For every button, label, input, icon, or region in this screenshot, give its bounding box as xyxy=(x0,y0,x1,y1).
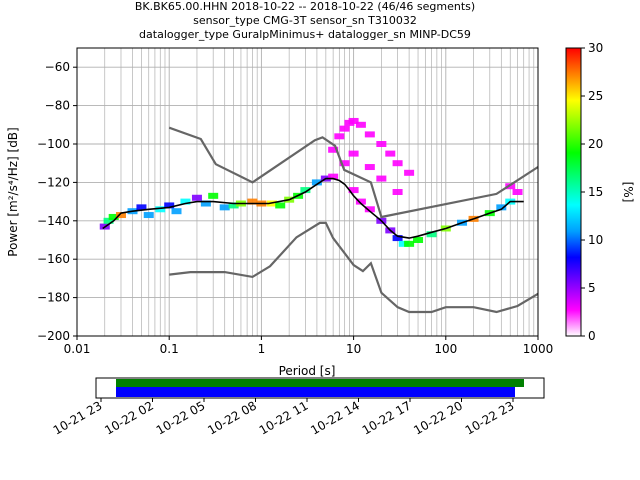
y-tick-label: −100 xyxy=(37,137,70,151)
y-axis-ticks: −60 −80 −100 −120 −140 −160 −180 −200 xyxy=(37,60,77,343)
y-tick-label: −140 xyxy=(37,214,70,228)
pdf-cell xyxy=(200,200,211,207)
pdf-cell xyxy=(355,198,366,205)
mean-line xyxy=(102,177,524,239)
pdf-cell xyxy=(334,133,345,140)
timebar-tick-label: 10-22 20 xyxy=(411,398,465,437)
x-axis-label: Period [s] xyxy=(279,364,336,378)
pdf-cell xyxy=(404,169,415,176)
noise-model-low xyxy=(169,221,539,314)
pdf-cell xyxy=(404,240,415,247)
timebar-segment-coverage xyxy=(116,387,515,397)
noise-model-high xyxy=(168,126,539,219)
plot-frame xyxy=(76,47,539,337)
pdf-cell xyxy=(143,212,154,219)
colorbar-tick-label: 0 xyxy=(588,329,596,343)
colorbar-gradient xyxy=(565,47,582,337)
mean-curve xyxy=(102,177,524,239)
noise-models xyxy=(168,126,539,314)
pdf-cell xyxy=(328,146,339,153)
x-tick-label: 1000 xyxy=(523,342,554,356)
pdf-cell xyxy=(496,204,507,211)
pdf-cell xyxy=(247,198,258,205)
pdf-cell xyxy=(376,141,387,147)
y-tick-label: −200 xyxy=(37,329,70,343)
pdf-cell xyxy=(392,160,403,167)
pdf-cell xyxy=(385,150,396,157)
timebar-data-coverage xyxy=(116,379,524,387)
pdf-cell xyxy=(103,217,114,224)
pdf-cell xyxy=(300,187,311,194)
x-tick-label: 10 xyxy=(346,342,361,356)
pdf-cell xyxy=(339,125,350,132)
pdf-cell xyxy=(275,202,286,209)
pdf-cell xyxy=(398,240,409,247)
pdf-cell xyxy=(392,189,403,195)
colorbar-tick-label: 20 xyxy=(588,137,603,151)
y-axis-label: Power [m²/s⁴/Hz] [dB] xyxy=(6,127,20,256)
ppsd-plot-area: 0.01 0.1 1 10 100 1000 −60 −80 −100 −120 −140 −160… xyxy=(6,47,554,378)
pdf-cell xyxy=(180,198,191,205)
pdf-cell xyxy=(364,206,375,213)
pdf-cell xyxy=(364,164,375,171)
title-line-1: BK.BK65.00.HHN 2018-10-22 -- 2018-10-22 … xyxy=(135,0,475,13)
pdf-cell xyxy=(208,192,219,199)
pdf-cell xyxy=(364,131,375,138)
timebar-tick-label: 10-22 14 xyxy=(308,398,362,437)
pdf-cell xyxy=(228,202,239,209)
timebar-tick-label: 10-22 05 xyxy=(154,398,208,437)
pdf-cell xyxy=(392,235,403,242)
pdf-cell xyxy=(115,212,126,219)
colorbar-tick-label: 5 xyxy=(588,281,596,295)
pdf-cell xyxy=(355,121,366,128)
colorbar-tick-label: 15 xyxy=(588,185,603,199)
colorbar-tick-label: 30 xyxy=(588,41,603,55)
pdf-cell xyxy=(108,213,119,220)
colorbar-label: [%] xyxy=(621,182,635,203)
y-tick-label: −160 xyxy=(37,252,70,266)
y-tick-label: −60 xyxy=(45,60,70,74)
pdf-cell xyxy=(512,189,523,195)
pdf-cell xyxy=(219,204,230,211)
pdf-cell xyxy=(426,231,437,238)
pdf-cell xyxy=(339,160,350,167)
timebar-tick-label: 10-21 23 xyxy=(51,398,105,437)
timebar-tick-label: 10-22 23 xyxy=(463,398,517,437)
timebar-tick-label: 10-22 11 xyxy=(257,398,311,437)
x-tick-label: 0.1 xyxy=(160,342,179,356)
pdf-cell xyxy=(348,187,359,194)
pdf-cell xyxy=(348,117,359,124)
pdf-cell xyxy=(171,208,182,215)
colorbar: 0 5 10 15 20 25 30 [%] xyxy=(565,41,635,343)
pdf-cell xyxy=(328,173,339,180)
pdf-cell xyxy=(191,194,202,201)
y-tick-label: −80 xyxy=(45,99,70,113)
x-tick-label: 1 xyxy=(258,342,266,356)
y-tick-label: −180 xyxy=(37,291,70,305)
title-line-3: datalogger_type GuralpMinimus+ datalogge… xyxy=(139,28,471,41)
pdf-cell xyxy=(311,179,322,186)
title-line-2: sensor_type CMG-3T sensor_sn T310032 xyxy=(193,14,417,27)
x-tick-label: 0.01 xyxy=(64,342,91,356)
pdf-cell xyxy=(413,237,424,243)
x-tick-label: 100 xyxy=(434,342,457,356)
pdf-cell xyxy=(348,150,359,157)
timebar-tick-label: 10-22 02 xyxy=(102,398,156,437)
x-axis-ticks: 0.01 0.1 1 10 100 1000 xyxy=(64,336,554,356)
colorbar-ticks: 0 5 10 15 20 25 30 xyxy=(581,41,603,343)
timebar-tick-label: 10-22 17 xyxy=(360,398,414,437)
pdf-cell xyxy=(155,206,166,213)
colorbar-tick-label: 10 xyxy=(588,233,603,247)
timebar-tick-label: 10-22 08 xyxy=(205,398,259,437)
pdf-cell xyxy=(164,202,175,209)
y-tick-label: −120 xyxy=(37,175,70,189)
colorbar-tick-label: 25 xyxy=(588,89,603,103)
pdf-cell xyxy=(376,175,387,182)
pdf-cell xyxy=(136,204,147,211)
